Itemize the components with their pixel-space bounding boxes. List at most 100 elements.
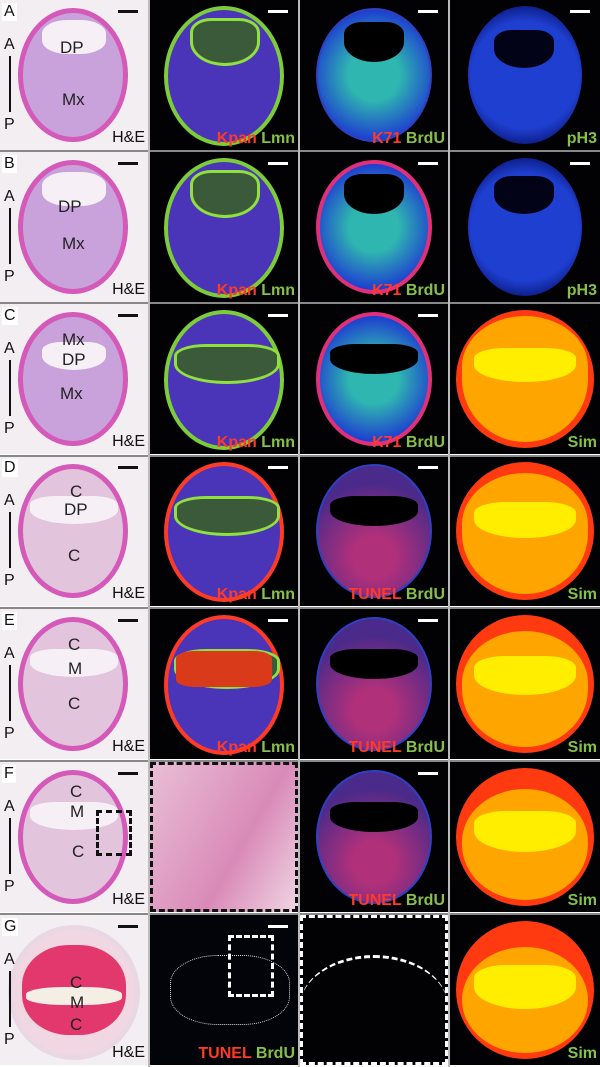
he-panel: B A P DP Mx H&E bbox=[0, 152, 148, 302]
posterior-label: P bbox=[4, 878, 15, 895]
col2-panel: Kpan Lmn bbox=[150, 152, 298, 302]
he-panel: C A P Mx DP Mx H&E bbox=[0, 304, 148, 454]
scale-bar bbox=[418, 10, 438, 13]
region-label: M bbox=[70, 993, 85, 1012]
panel-letter: C bbox=[2, 307, 18, 325]
green-channel-label: Lmn bbox=[261, 434, 295, 451]
region-label: DP bbox=[62, 350, 86, 369]
col4-panel: Sim bbox=[450, 762, 600, 912]
he-panel: E A P C M C H&E bbox=[0, 609, 148, 759]
follicle-section bbox=[316, 160, 432, 294]
dermal-papilla bbox=[42, 20, 106, 54]
posterior-label: P bbox=[4, 572, 15, 589]
simulation-inner bbox=[474, 501, 576, 538]
posterior-label: P bbox=[4, 420, 15, 437]
stain-caption: H&E bbox=[112, 281, 145, 298]
follicle-section bbox=[468, 6, 582, 144]
anterior-label: A bbox=[4, 36, 15, 53]
follicle-section bbox=[316, 312, 432, 446]
channel-caption: Sim bbox=[568, 739, 597, 757]
scale-bar bbox=[418, 619, 438, 622]
anterior-posterior-arrow bbox=[9, 208, 11, 264]
anterior-label: A bbox=[4, 340, 15, 357]
green-channel-label: BrdU bbox=[405, 130, 445, 147]
col4-panel: Sim bbox=[450, 915, 600, 1065]
dermal-papilla bbox=[30, 496, 118, 524]
dermal-papilla-dark bbox=[330, 496, 418, 526]
region-label: M bbox=[68, 659, 83, 678]
channel-caption: pH3 bbox=[567, 130, 597, 148]
red-channel-label: TUNEL bbox=[348, 739, 402, 756]
scale-bar bbox=[118, 619, 138, 622]
green-channel-label: Lmn bbox=[261, 130, 295, 147]
red-channel-label: TUNEL bbox=[348, 892, 402, 909]
col2-panel: TUNEL BrdU bbox=[150, 915, 298, 1065]
dermal-papilla-dark bbox=[494, 176, 554, 214]
dermal-papilla bbox=[174, 496, 280, 536]
row-divider bbox=[0, 913, 600, 915]
green-channel-label: Sim bbox=[567, 434, 597, 451]
follicle-section bbox=[316, 464, 432, 598]
col2-panel: Kpan Lmn bbox=[150, 609, 298, 759]
channel-caption: TUNEL BrdU bbox=[348, 892, 445, 910]
inset-box bbox=[96, 810, 132, 856]
region-label: C bbox=[70, 1015, 83, 1034]
panel-letter: A bbox=[2, 3, 17, 21]
simulation-inner bbox=[474, 348, 576, 382]
scale-bar bbox=[418, 162, 438, 165]
column-divider bbox=[298, 0, 300, 1067]
dermal-papilla-dark bbox=[330, 649, 418, 679]
red-channel-label: K71 bbox=[372, 130, 402, 147]
follicle-section bbox=[316, 617, 432, 751]
green-channel-label: BrdU bbox=[405, 586, 445, 603]
channel-caption: Kpan Lmn bbox=[217, 739, 295, 757]
scale-bar bbox=[268, 162, 288, 165]
channel-caption: Kpan Lmn bbox=[217, 434, 295, 452]
red-channel-label: K71 bbox=[372, 282, 402, 299]
scale-bar bbox=[268, 466, 288, 469]
scale-bar bbox=[118, 314, 138, 317]
channel-caption: TUNEL BrdU bbox=[348, 586, 445, 604]
anterior-posterior-arrow bbox=[9, 818, 11, 874]
region-label: Mx bbox=[62, 234, 85, 253]
anterior-label: A bbox=[4, 645, 15, 662]
region-label: Mx bbox=[62, 330, 85, 349]
anterior-posterior-arrow bbox=[9, 512, 11, 568]
region-label: Mx bbox=[62, 90, 85, 109]
scale-bar bbox=[118, 772, 138, 775]
channel-caption: K71 BrdU bbox=[372, 130, 445, 148]
stain-caption: H&E bbox=[112, 585, 145, 602]
scale-bar bbox=[118, 10, 138, 13]
posterior-label: P bbox=[4, 725, 15, 742]
follicle-section bbox=[164, 310, 284, 450]
green-channel-label: BrdU bbox=[405, 739, 445, 756]
dermal-papilla bbox=[174, 344, 280, 384]
posterior-label: P bbox=[4, 1031, 15, 1048]
stain-caption: H&E bbox=[112, 1044, 145, 1061]
green-channel-label: Sim bbox=[567, 739, 597, 756]
green-channel-label: BrdU bbox=[405, 434, 445, 451]
panel-letter: D bbox=[2, 459, 18, 477]
col3-panel: K71 BrdU bbox=[300, 304, 448, 454]
green-channel-label: BrdU bbox=[405, 282, 445, 299]
col2-panel: Kpan Lmn bbox=[150, 0, 298, 150]
row-divider bbox=[0, 302, 600, 304]
channel-caption: pH3 bbox=[567, 282, 597, 300]
channel-caption: Kpan Lmn bbox=[217, 130, 295, 148]
scale-bar bbox=[118, 162, 138, 165]
follicle-section bbox=[316, 770, 432, 904]
red-channel-label: Kpan bbox=[216, 282, 257, 299]
posterior-label: P bbox=[4, 116, 15, 133]
red-channel-label: TUNEL bbox=[198, 1045, 252, 1062]
green-channel-label: Lmn bbox=[261, 586, 295, 603]
inset-box bbox=[228, 935, 274, 997]
channel-caption: Sim bbox=[568, 434, 597, 452]
simulation-inner bbox=[474, 656, 576, 695]
dermal-papilla-dark bbox=[330, 802, 418, 832]
row-divider bbox=[0, 455, 600, 457]
channel-caption: Kpan Lmn bbox=[217, 586, 295, 604]
dermal-papilla bbox=[30, 802, 118, 830]
col3-panel: TUNEL BrdU bbox=[300, 456, 448, 606]
green-channel-label: Sim bbox=[567, 586, 597, 603]
channel-caption: Sim bbox=[568, 892, 597, 910]
